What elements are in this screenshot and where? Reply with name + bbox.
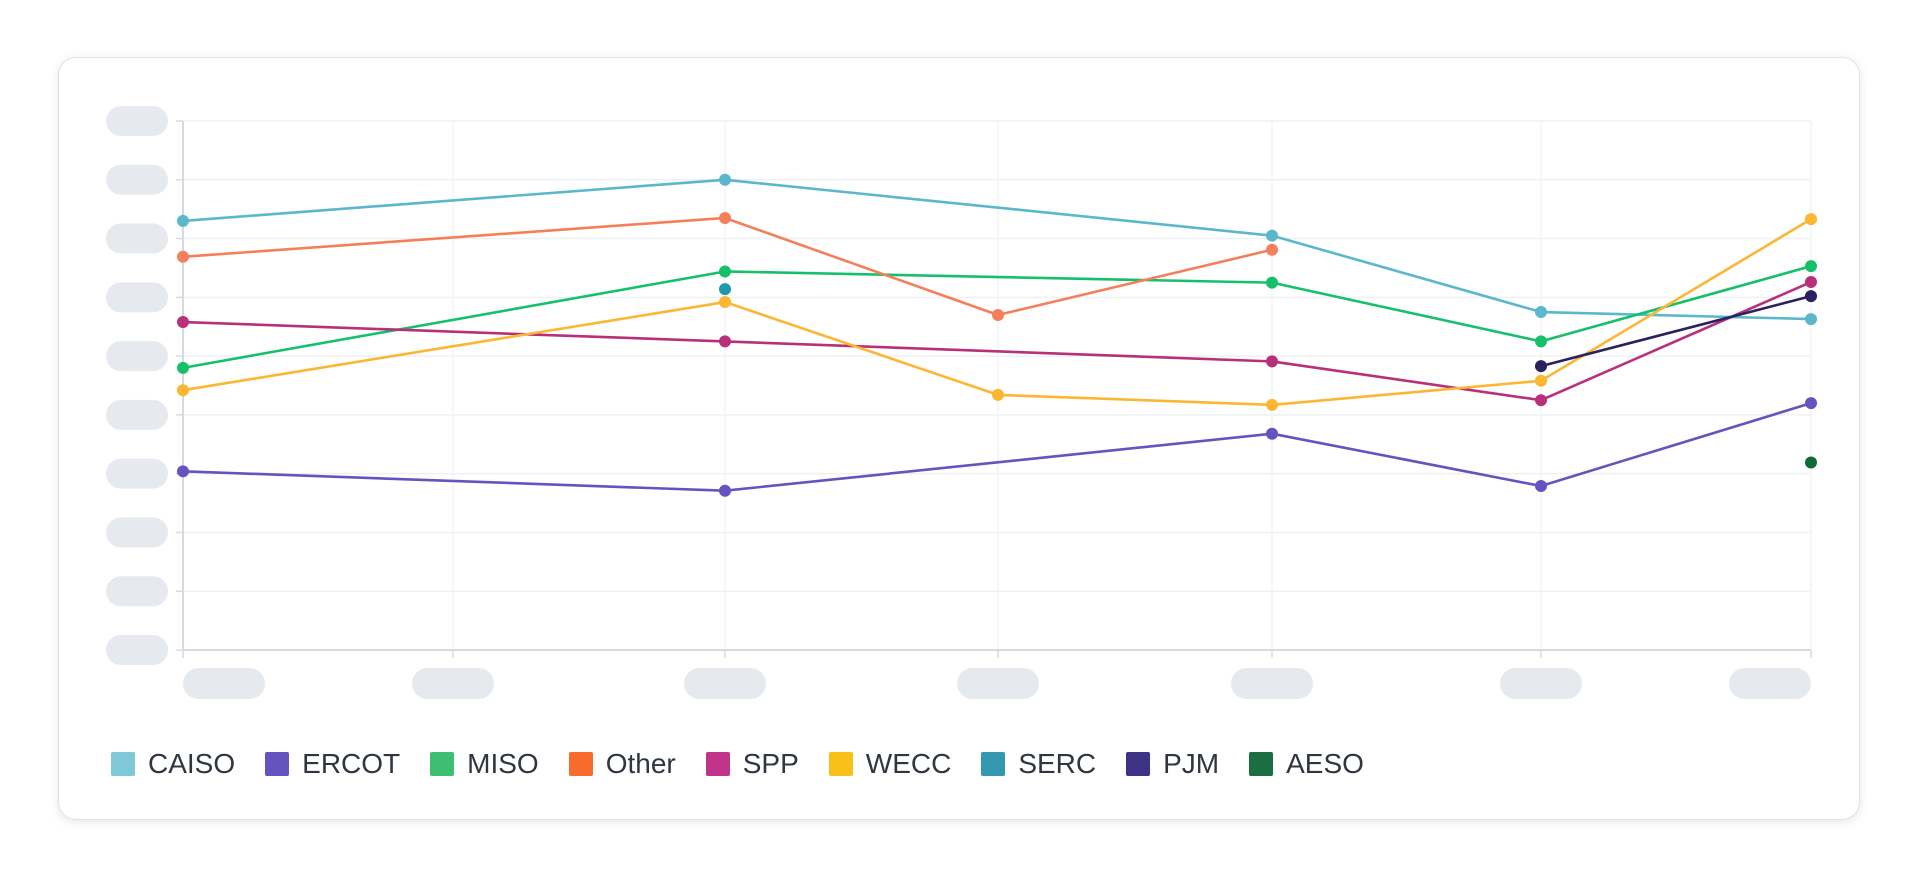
data-point-ercot[interactable] xyxy=(177,465,189,478)
y-tick-label xyxy=(106,282,168,313)
legend-item-caiso[interactable]: CAISO xyxy=(111,748,235,780)
data-point-caiso[interactable] xyxy=(1266,229,1278,242)
y-tick-label xyxy=(106,164,168,195)
data-point-wecc[interactable] xyxy=(992,388,1004,401)
legend-swatch xyxy=(981,752,1006,776)
legend-label: SPP xyxy=(742,748,799,779)
data-point-miso[interactable] xyxy=(177,361,189,374)
x-tick-label xyxy=(957,668,1039,699)
data-point-other[interactable] xyxy=(719,211,731,224)
grid xyxy=(176,120,1812,658)
data-point-ercot[interactable] xyxy=(719,484,731,497)
legend-swatch xyxy=(828,752,853,776)
data-point-aeso[interactable] xyxy=(1805,456,1817,469)
x-axis-ticks xyxy=(183,668,1811,699)
data-point-wecc[interactable] xyxy=(1805,213,1817,226)
x-tick-label xyxy=(1231,668,1313,699)
data-point-spp[interactable] xyxy=(719,335,731,348)
legend-item-aeso[interactable]: AESO xyxy=(1249,748,1364,780)
legend-label: SERC xyxy=(1018,748,1097,779)
data-point-miso[interactable] xyxy=(719,265,731,278)
legend-item-miso[interactable]: MISO xyxy=(430,748,539,780)
data-point-wecc[interactable] xyxy=(719,296,731,309)
legend-swatch xyxy=(1249,752,1274,776)
legend-label: PJM xyxy=(1163,748,1220,779)
legend-item-other[interactable]: Other xyxy=(568,748,676,780)
axes xyxy=(182,121,1811,651)
y-tick-label xyxy=(106,399,168,430)
legend-swatch xyxy=(111,752,135,776)
data-point-ercot[interactable] xyxy=(1535,480,1547,493)
series-line-pjm xyxy=(1539,294,1813,368)
x-tick-label xyxy=(1729,668,1811,699)
legend-item-spp[interactable]: SPP xyxy=(705,748,799,780)
legend-swatch xyxy=(1126,752,1151,776)
series-lines xyxy=(181,178,1813,493)
data-point-wecc[interactable] xyxy=(177,384,189,397)
legend-label: AESO xyxy=(1286,748,1364,779)
data-point-miso[interactable] xyxy=(1535,335,1547,348)
legend-label: MISO xyxy=(467,748,539,779)
data-point-caiso[interactable] xyxy=(719,173,731,186)
series-line-other xyxy=(181,216,1274,317)
data-point-other[interactable] xyxy=(177,250,189,263)
y-axis-ticks xyxy=(106,106,168,665)
data-point-ercot[interactable] xyxy=(1805,397,1817,410)
data-point-wecc[interactable] xyxy=(1535,374,1547,387)
legend: CAISO ERCOT MISO Other SPP WECC SERC PJM AESO xyxy=(111,748,1394,780)
data-point-miso[interactable] xyxy=(1805,260,1817,273)
series-line-caiso xyxy=(181,178,1813,321)
data-point-wecc[interactable] xyxy=(1266,398,1278,411)
legend-label: CAISO xyxy=(148,748,236,779)
legend-item-serc[interactable]: SERC xyxy=(981,748,1096,780)
legend-item-wecc[interactable]: WECC xyxy=(828,748,952,780)
data-point-miso[interactable] xyxy=(1266,276,1278,289)
legend-label: Other xyxy=(605,748,676,779)
data-point-caiso[interactable] xyxy=(1535,306,1547,319)
series-points xyxy=(177,173,1817,497)
x-tick-label xyxy=(412,668,494,699)
data-point-ercot[interactable] xyxy=(1266,427,1278,440)
legend-item-pjm[interactable]: PJM xyxy=(1126,748,1219,780)
x-tick-label xyxy=(684,668,766,699)
y-tick-label xyxy=(106,106,168,136)
legend-swatch xyxy=(705,752,730,776)
legend-label: ERCOT xyxy=(302,748,401,779)
y-tick-label xyxy=(106,576,168,607)
data-point-spp[interactable] xyxy=(1805,276,1817,289)
y-tick-label xyxy=(106,341,168,372)
y-tick-label xyxy=(106,635,168,665)
x-tick-label xyxy=(1500,668,1582,699)
data-point-other[interactable] xyxy=(1266,243,1278,256)
x-tick-label xyxy=(183,668,265,699)
data-point-spp[interactable] xyxy=(1535,394,1547,407)
legend-swatch xyxy=(430,752,455,776)
series-line-ercot xyxy=(181,401,1813,493)
data-point-other[interactable] xyxy=(992,308,1004,321)
data-point-spp[interactable] xyxy=(177,316,189,329)
data-point-spp[interactable] xyxy=(1266,355,1278,368)
series-line-spp xyxy=(181,280,1813,402)
legend-label: WECC xyxy=(865,748,952,779)
data-point-caiso[interactable] xyxy=(1805,313,1817,326)
y-tick-label xyxy=(106,223,168,254)
data-point-pjm[interactable] xyxy=(1535,360,1547,373)
legend-item-ercot[interactable]: ERCOT xyxy=(265,748,400,780)
y-tick-label xyxy=(106,517,168,548)
data-point-serc[interactable] xyxy=(719,283,731,296)
legend-swatch xyxy=(265,752,290,776)
data-point-caiso[interactable] xyxy=(177,214,189,227)
data-point-pjm[interactable] xyxy=(1805,290,1817,303)
y-tick-label xyxy=(106,458,168,489)
legend-swatch xyxy=(568,752,593,776)
